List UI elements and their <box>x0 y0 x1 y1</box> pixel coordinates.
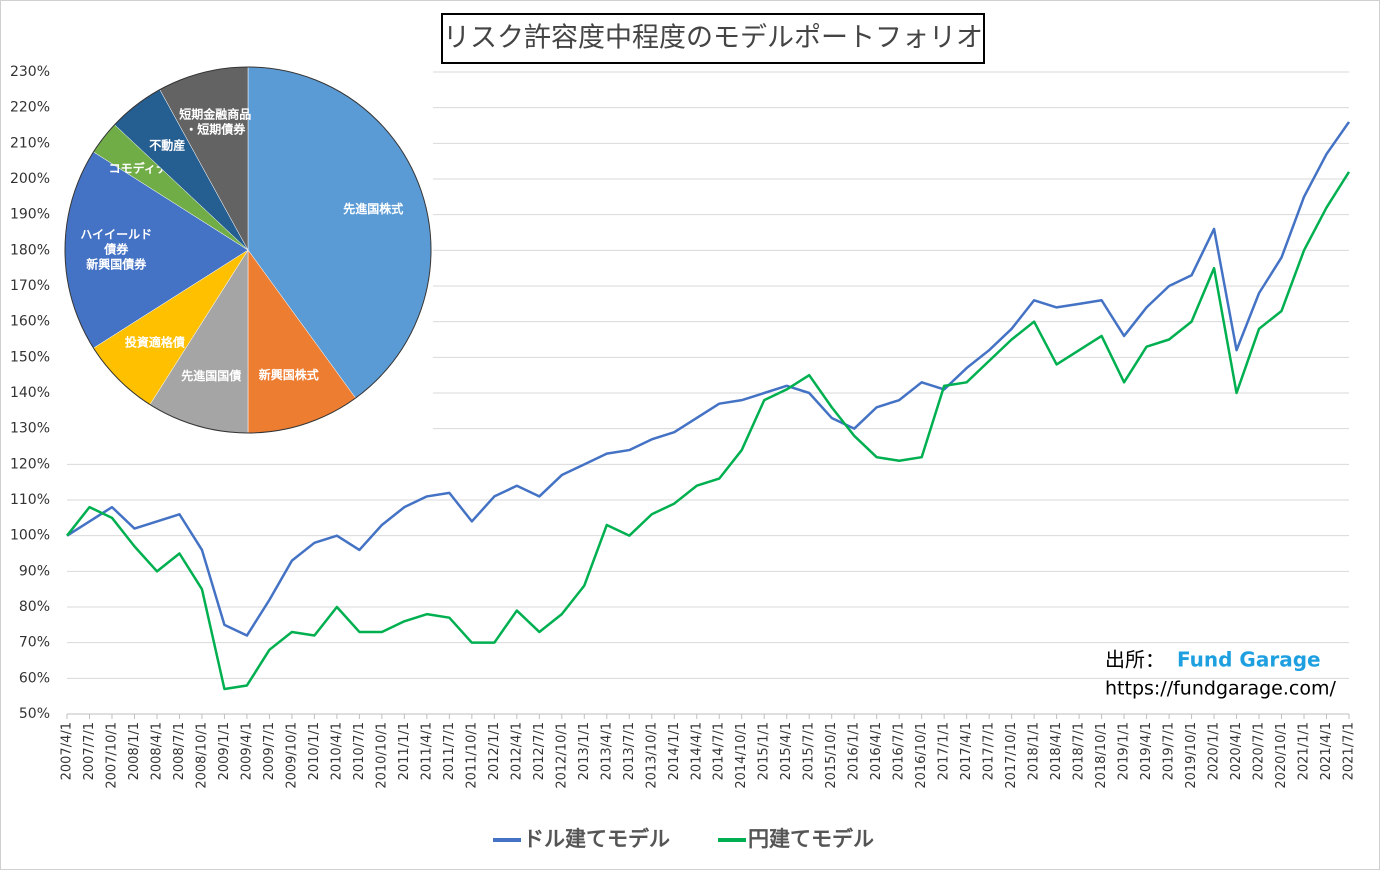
x-tick-label: 2008/7/1 <box>172 722 187 780</box>
x-tick-label: 2013/10/1 <box>644 722 659 789</box>
x-tick-label: 2008/1/1 <box>127 722 142 780</box>
x-tick-label: 2011/7/1 <box>442 722 457 780</box>
pie-outline <box>64 66 432 434</box>
x-tick-label: 2010/7/1 <box>352 722 367 780</box>
y-tick-label: 190% <box>10 207 50 223</box>
pie-label: ・短期債券 <box>185 121 246 136</box>
x-tick-label: 2012/4/1 <box>509 722 524 780</box>
x-tick-label: 2007/10/1 <box>104 722 119 789</box>
x-tick-label: 2021/7/1 <box>1342 722 1357 780</box>
y-tick-label: 60% <box>19 670 50 686</box>
x-tick-label: 2009/10/1 <box>284 722 299 789</box>
pie-label: 短期金融商品 <box>179 106 251 121</box>
y-tick-label: 140% <box>10 385 50 401</box>
x-tick-label: 2020/1/1 <box>1207 722 1222 780</box>
x-tick-label: 2014/4/1 <box>689 722 704 780</box>
y-tick-label: 80% <box>19 599 50 615</box>
x-tick-label: 2007/4/1 <box>60 722 75 780</box>
y-tick-label: 100% <box>10 528 50 544</box>
x-tick-label: 2014/10/1 <box>734 722 749 789</box>
x-tick-label: 2020/4/1 <box>1229 722 1244 780</box>
x-tick-label: 2014/1/1 <box>667 722 682 780</box>
x-tick-label: 2012/1/1 <box>487 722 502 780</box>
source-name: Fund Garage <box>1177 648 1321 672</box>
pie-label: 先進国株式 <box>343 201 403 216</box>
x-tick-label: 2015/10/1 <box>824 722 839 789</box>
x-tick-label: 2008/4/1 <box>149 722 164 780</box>
x-tick-label: 2016/7/1 <box>892 722 907 780</box>
series-line <box>66 121 1351 637</box>
x-tick-label: 2013/4/1 <box>599 722 614 780</box>
x-tick-label: 2019/10/1 <box>1184 722 1199 789</box>
x-tick-label: 2019/1/1 <box>1117 722 1132 780</box>
pie-label: 新興国株式 <box>259 367 319 382</box>
x-tick-label: 2018/4/1 <box>1049 722 1064 780</box>
y-tick-label: 210% <box>10 135 50 151</box>
x-tick-label: 2016/10/1 <box>914 722 929 789</box>
y-tick-label: 160% <box>10 314 50 330</box>
x-tick-label: 2015/1/1 <box>757 722 772 780</box>
pie-label: 投資適格債 <box>125 335 185 350</box>
x-tick-label: 2016/4/1 <box>869 722 884 780</box>
x-tick-label: 2020/7/1 <box>1252 722 1267 780</box>
x-tick-label: 2020/10/1 <box>1274 722 1289 789</box>
x-tick-label: 2018/7/1 <box>1072 722 1087 780</box>
title-box <box>441 13 985 64</box>
x-tick-label: 2009/7/1 <box>262 722 277 780</box>
x-tick-label: 2017/4/1 <box>959 722 974 780</box>
y-tick-label: 110% <box>10 492 50 508</box>
y-tick-label: 220% <box>10 100 50 116</box>
series-line <box>66 171 1351 691</box>
y-tick-label: 150% <box>10 349 50 365</box>
pie-label: ハイイールド <box>80 228 152 242</box>
x-tick-label: 2015/4/1 <box>779 722 794 780</box>
source-url: https://fundgarage.com/ <box>1105 678 1336 700</box>
y-tick-label: 170% <box>10 278 50 294</box>
x-tick-label: 2012/7/1 <box>532 722 547 780</box>
x-tick-label: 2018/1/1 <box>1027 722 1042 780</box>
y-tick-label: 50% <box>19 706 50 722</box>
pie-label: 不動産 <box>149 137 185 152</box>
pie-label: 先進国国債 <box>181 368 241 383</box>
y-tick-label: 230% <box>10 64 50 80</box>
x-tick-label: 2010/10/1 <box>374 722 389 789</box>
x-tick-label: 2010/1/1 <box>307 722 322 780</box>
x-tick-label: 2019/7/1 <box>1162 722 1177 780</box>
x-tick-label: 2013/7/1 <box>622 722 637 780</box>
x-tick-label: 2009/4/1 <box>239 722 254 780</box>
legend-label: ドル建てモデル <box>523 827 670 851</box>
x-tick-label: 2016/1/1 <box>847 722 862 780</box>
x-tick-label: 2008/10/1 <box>194 722 209 789</box>
y-tick-label: 180% <box>10 242 50 258</box>
x-tick-label: 2017/10/1 <box>1004 722 1019 789</box>
x-tick-label: 2017/7/1 <box>982 722 997 780</box>
y-tick-label: 200% <box>10 171 50 187</box>
x-tick-label: 2021/4/1 <box>1319 722 1334 780</box>
x-tick-label: 2010/4/1 <box>329 722 344 780</box>
x-tick-label: 2017/1/1 <box>937 722 952 780</box>
y-tick-label: 120% <box>10 456 50 472</box>
x-tick-label: 2019/4/1 <box>1139 722 1154 780</box>
x-tick-label: 2011/4/1 <box>419 722 434 780</box>
chart-title: リスク許容度中程度のモデルポートフォリオ <box>443 23 983 54</box>
source-label: 出所： <box>1105 648 1165 672</box>
x-tick-label: 2007/7/1 <box>82 722 97 780</box>
y-tick-label: 130% <box>10 421 50 437</box>
y-tick-label: 70% <box>19 635 50 651</box>
pie-label: 債券 <box>103 242 129 257</box>
x-tick-label: 2013/1/1 <box>577 722 592 780</box>
pie-label: 新興国債券 <box>86 257 147 272</box>
x-tick-label: 2014/7/1 <box>712 722 727 780</box>
x-tick-label: 2011/1/1 <box>397 722 412 780</box>
x-tick-label: 2021/1/1 <box>1297 722 1312 780</box>
x-tick-label: 2009/1/1 <box>217 722 232 780</box>
x-tick-label: 2015/7/1 <box>802 722 817 780</box>
legend-label: 円建てモデル <box>748 827 874 851</box>
x-tick-label: 2011/10/1 <box>464 722 479 789</box>
y-tick-label: 90% <box>19 563 50 579</box>
x-tick-label: 2018/10/1 <box>1094 722 1109 789</box>
x-tick-label: 2012/10/1 <box>554 722 569 789</box>
